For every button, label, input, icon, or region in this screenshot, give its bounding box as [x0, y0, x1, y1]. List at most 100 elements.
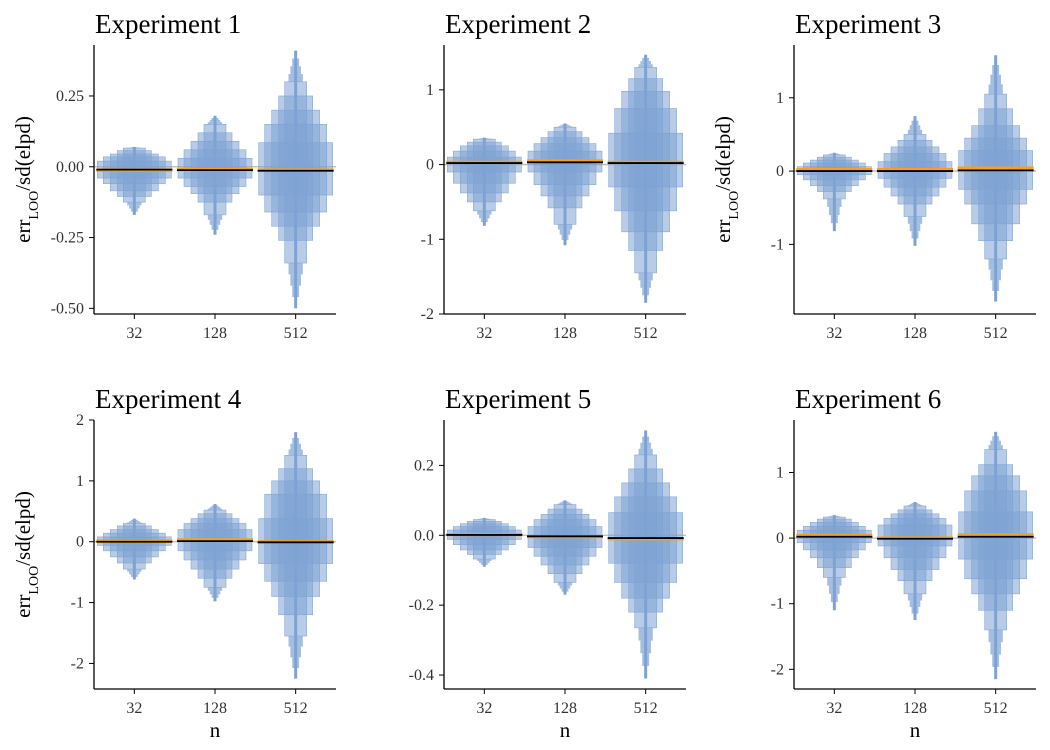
- lower-tail-step: [988, 259, 1003, 270]
- x-tick-label: 128: [553, 700, 577, 717]
- y-tick-label: 0.25: [56, 88, 84, 105]
- upper-tail-step: [561, 124, 569, 126]
- y-tick-label: -2: [421, 306, 434, 323]
- lower-tail-step: [479, 214, 490, 219]
- upper-tail-step: [640, 61, 651, 65]
- upper-tail-step: [907, 504, 923, 506]
- lower-tail-step: [130, 208, 138, 212]
- upper-tail-step: [557, 126, 573, 128]
- lower-tail-step: [207, 214, 223, 220]
- lower-tail-step: [129, 571, 140, 575]
- upper-tail-step: [288, 74, 303, 82]
- lower-tail-step: [288, 263, 303, 275]
- y-tick-label: 1: [426, 82, 434, 99]
- lower-tail-step: [557, 582, 573, 586]
- lower-tail-step: [638, 627, 653, 641]
- lower-tail-step: [988, 629, 1003, 643]
- panel-title: Experiment 5: [445, 384, 591, 414]
- lower-tail-step: [480, 562, 488, 565]
- y-tick-label: 0: [776, 530, 784, 547]
- upper-tail-step: [909, 125, 921, 130]
- lower-tail-step: [992, 654, 1000, 667]
- lower-tail-step: [211, 224, 219, 230]
- x-tick-label: 32: [126, 700, 142, 717]
- lower-tail-step: [990, 269, 1001, 281]
- upper-tail-step: [830, 153, 838, 154]
- lower-tail-step: [907, 593, 923, 601]
- upper-tail-step: [829, 153, 840, 155]
- x-tick-label: 128: [903, 700, 927, 717]
- upper-tail-step: [909, 503, 921, 505]
- y-tick-label: -1: [71, 595, 84, 612]
- upper-tail-step: [990, 74, 1001, 85]
- lower-tail-step: [642, 653, 650, 666]
- lower-tail-step: [830, 593, 838, 603]
- y-tick-label: -1: [771, 596, 784, 613]
- upper-tail-step: [642, 57, 650, 62]
- lower-tail-step: [559, 585, 571, 589]
- y-tick-label: 1: [776, 464, 784, 481]
- lower-tail-step: [288, 636, 303, 647]
- lower-tail-step: [127, 569, 142, 572]
- y-tick-label: -1: [771, 236, 784, 253]
- x-tick-label: 512: [984, 325, 1008, 342]
- lower-tail-step: [290, 646, 301, 658]
- y-axis-title: errLOO/sd(elpd): [711, 116, 742, 243]
- lower-tail-step: [211, 594, 219, 598]
- x-tick-label: 32: [826, 700, 842, 717]
- lower-tail-step: [292, 285, 300, 298]
- panel-title: Experiment 3: [795, 9, 941, 39]
- upper-tail-step: [130, 519, 138, 522]
- upper-tail-step: [211, 117, 219, 121]
- upper-tail-step: [207, 122, 223, 125]
- letter-value-box: [447, 156, 522, 173]
- x-axis-title: n: [560, 718, 571, 742]
- upper-tail-step: [211, 505, 219, 508]
- x-tick-label: 512: [284, 700, 308, 717]
- letter-value-box: [877, 524, 953, 547]
- y-axis-title: errLOO/sd(elpd): [11, 116, 42, 243]
- lower-tail-step: [827, 577, 842, 586]
- upper-tail-step: [129, 521, 140, 523]
- upper-tail-step: [640, 442, 651, 449]
- x-tick-label: 32: [826, 325, 842, 342]
- lower-tail-step: [990, 642, 1001, 655]
- upper-tail-step: [561, 501, 569, 503]
- upper-tail-step: [827, 154, 842, 155]
- upper-tail-step: [992, 436, 1000, 441]
- x-tick-label: 512: [634, 700, 658, 717]
- y-tick-label: 1: [76, 473, 84, 490]
- lower-tail-step: [130, 574, 138, 577]
- upper-tail-step: [559, 502, 571, 504]
- lower-tail-step: [129, 205, 140, 209]
- lower-tail-step: [907, 216, 923, 224]
- lower-tail-step: [638, 272, 653, 281]
- lower-tail-step: [827, 198, 842, 207]
- x-tick-label: 128: [903, 325, 927, 342]
- upper-tail-step: [988, 84, 1003, 95]
- y-axis-title: errLOO/sd(elpd): [11, 491, 42, 618]
- upper-tail-step: [207, 508, 223, 511]
- upper-tail-step: [557, 503, 573, 505]
- y-tick-label: -0.50: [51, 300, 84, 317]
- upper-tail-step: [292, 58, 300, 67]
- upper-tail-step: [911, 120, 919, 126]
- x-tick-label: 32: [476, 700, 492, 717]
- x-tick-label: 128: [203, 325, 227, 342]
- panel-experiment-1: Experiment 1 32 128 512 0.25 0.00 -0.25 -0.50 er…: [11, 9, 336, 342]
- lower-tail-step: [127, 202, 142, 206]
- panel-experiment-4: Experiment 4 32 128 512 2 1 0 -1 -2 errLOO/sd(elp…: [11, 384, 336, 742]
- upper-tail-step: [638, 64, 653, 68]
- panel-experiment-3: Experiment 3 32 128 512 1 0 -1 errLOO/sd(elpd): [711, 9, 1036, 342]
- y-tick-label: 0: [76, 534, 84, 551]
- lower-tail-step: [909, 600, 921, 607]
- upper-tail-step: [911, 502, 919, 504]
- panel-title: Experiment 1: [95, 9, 241, 39]
- lower-tail-step: [561, 588, 569, 592]
- y-tick-label: 0.2: [414, 457, 434, 474]
- upper-tail-step: [209, 507, 221, 509]
- lower-tail-step: [640, 280, 651, 288]
- lower-tail-step: [911, 606, 919, 614]
- upper-tail-step: [209, 120, 221, 123]
